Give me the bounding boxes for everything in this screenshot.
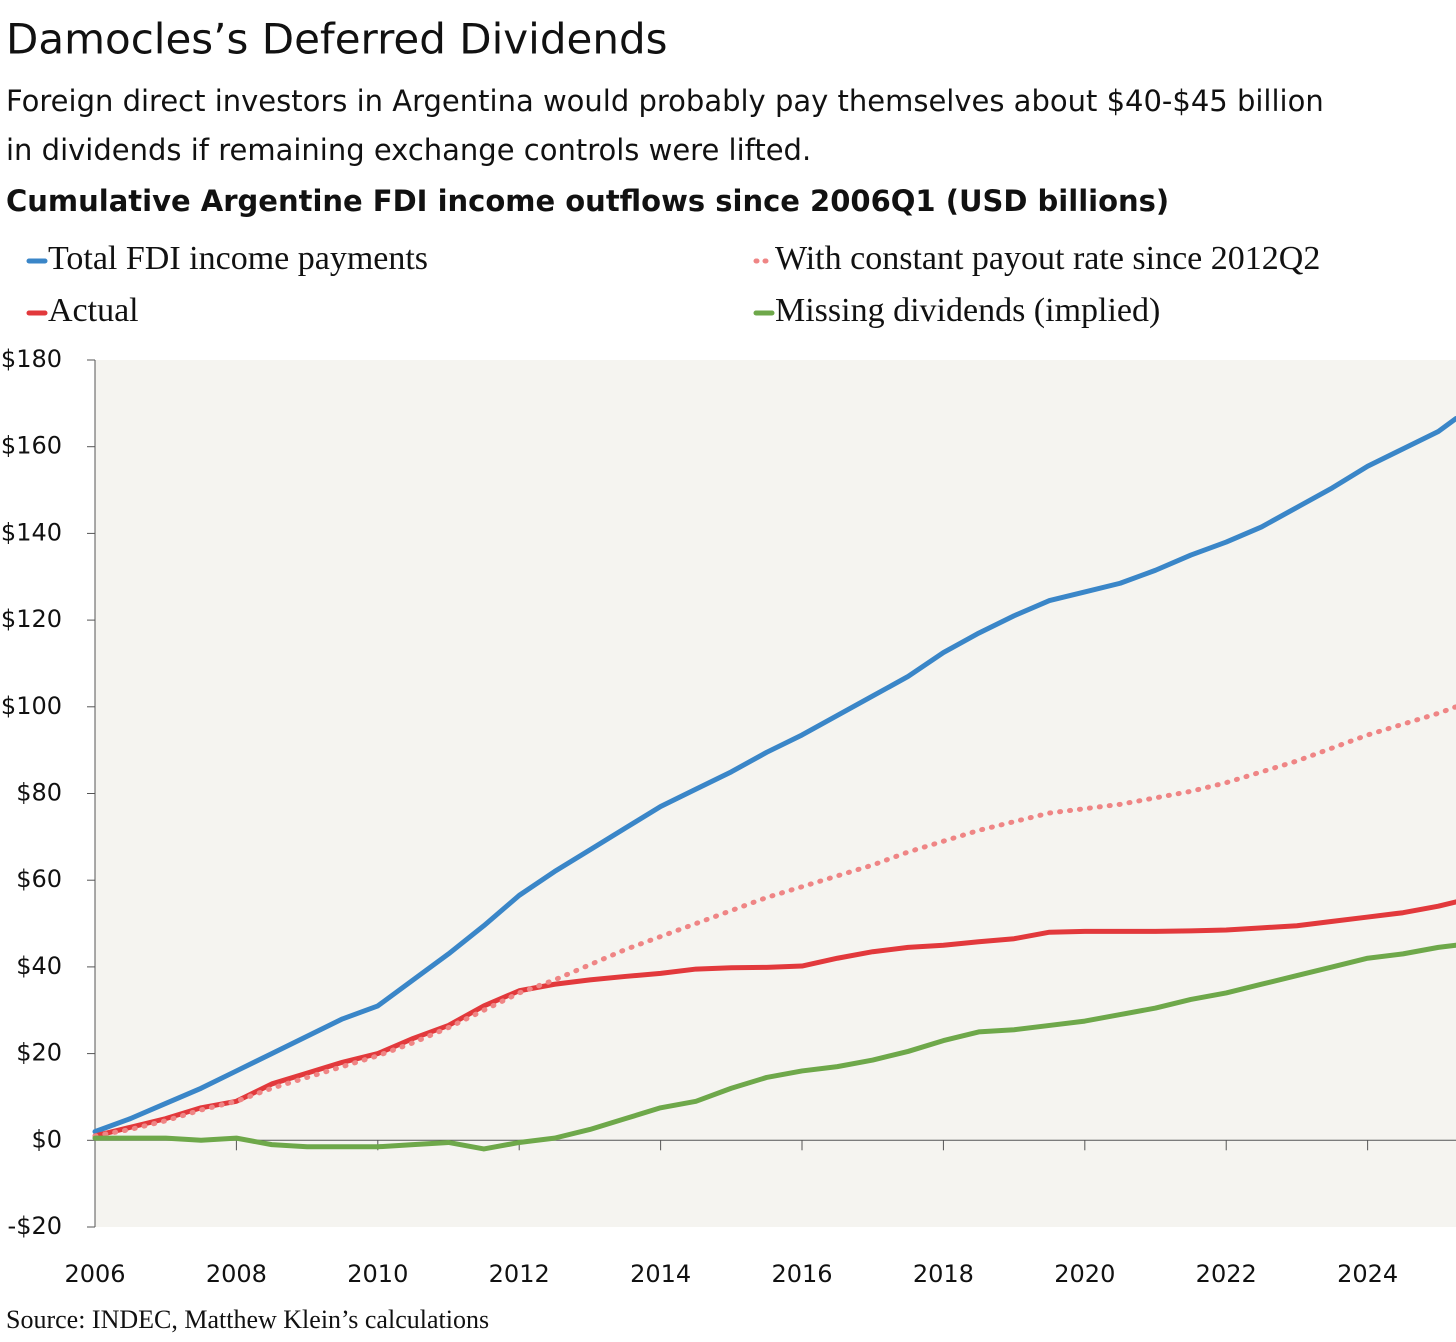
y-tick-label: $160 (1, 432, 62, 460)
y-tick-label: -$20 (8, 1212, 62, 1240)
y-tick-label: $140 (1, 518, 62, 546)
x-tick-label: 2018 (913, 1260, 974, 1288)
legend-label: Total FDI income payments (48, 240, 428, 277)
y-tick-label: $100 (1, 692, 62, 720)
legend-label: Missing dividends (implied) (775, 292, 1160, 329)
legend-label: With constant payout rate since 2012Q2 (775, 240, 1320, 277)
line-series (92, 704, 1456, 1139)
subtitle: in dividends if remaining exchange contr… (6, 133, 811, 167)
x-tick-label: 2024 (1337, 1260, 1398, 1288)
chart-title: Damocles’s Deferred Dividends (6, 15, 667, 64)
x-tick-label: 2008 (206, 1260, 267, 1288)
line-series (92, 942, 1456, 1152)
line-series (92, 416, 1456, 1135)
x-tick-label: 2022 (1196, 1260, 1257, 1288)
y-tick-label: $40 (16, 952, 62, 980)
y-tick-label: $60 (16, 865, 62, 893)
plot-area (95, 360, 1456, 1227)
y-tick-label: $80 (16, 779, 62, 807)
x-tick-label: 2012 (489, 1260, 550, 1288)
x-tick-label: 2010 (347, 1260, 408, 1288)
line-series (92, 899, 1456, 1139)
x-tick-label: 2016 (771, 1260, 832, 1288)
y-tick-label: $180 (1, 345, 62, 373)
subtitle: Foreign direct investors in Argentina wo… (6, 84, 1324, 118)
x-tick-label: 2006 (64, 1260, 125, 1288)
y-tick-label: $20 (16, 1039, 62, 1067)
x-tick-label: 2020 (1054, 1260, 1115, 1288)
y-tick-label: $0 (31, 1125, 62, 1153)
x-tick-label: 2014 (630, 1260, 691, 1288)
legend-label: Actual (48, 292, 139, 329)
chart-heading: Cumulative Argentine FDI income outflows… (6, 184, 1169, 218)
source: Source: INDEC, Matthew Klein’s calculati… (6, 1305, 489, 1334)
y-tick-label: $120 (1, 605, 62, 633)
